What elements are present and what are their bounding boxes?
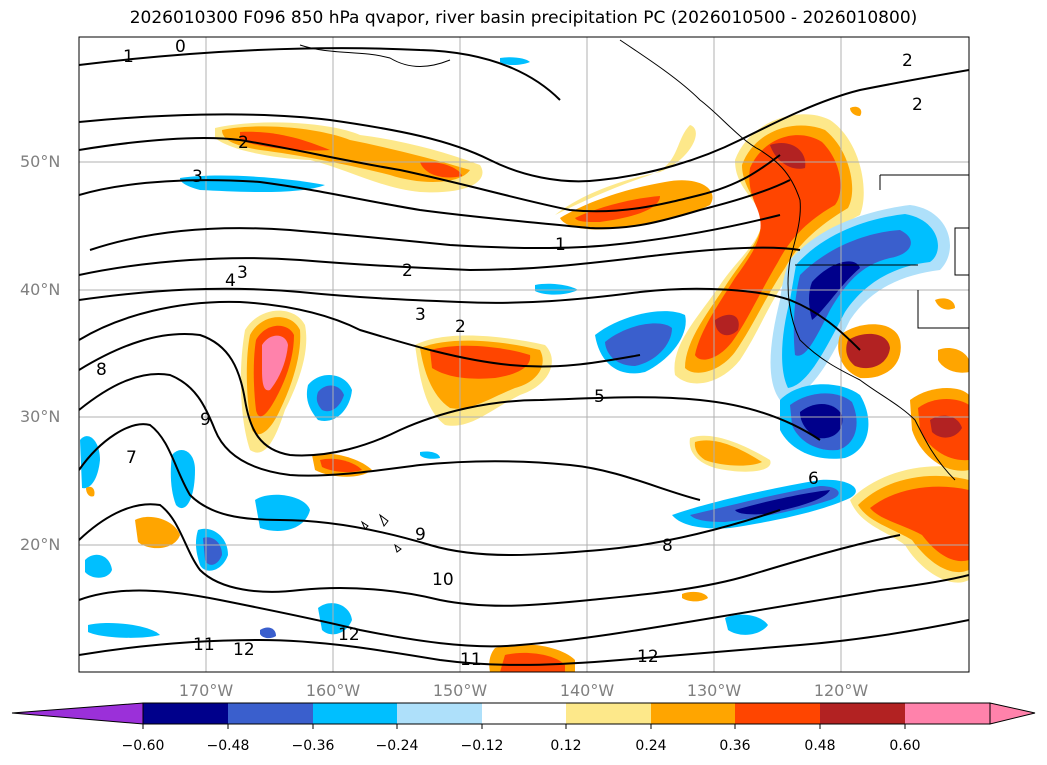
contour-label-1b: 1: [555, 235, 566, 255]
colorbar-extend-min: [11, 702, 144, 725]
colorbar-tick-label: 0.48: [804, 738, 836, 754]
colorbar-tick-label: −0.24: [375, 738, 419, 754]
lat-label-50n: 50°N: [20, 152, 61, 171]
colorbar-segment: [735, 703, 820, 724]
contour-label-8: 8: [96, 360, 107, 380]
contour-label-2d: 2: [902, 51, 913, 71]
lon-label-130w: 130°W: [686, 681, 742, 700]
contour-label-12c: 12: [637, 647, 659, 667]
contour-label-9b: 9: [200, 410, 211, 430]
contour-label-12b: 12: [338, 625, 360, 645]
colorbar-segment: [143, 703, 228, 724]
colorbar-segment: [820, 703, 905, 724]
colorbar-tick-label: 0.36: [719, 738, 751, 754]
lon-label-120w: 120°W: [813, 681, 869, 700]
contour-label-2e: 2: [912, 95, 923, 115]
lat-label-30n: 30°N: [20, 407, 61, 426]
qvapor-contours: [79, 47, 969, 666]
contour-label-3b: 3: [237, 263, 248, 283]
colorbar-segment: [397, 703, 482, 724]
contour-label-11b: 11: [460, 650, 482, 670]
contour-labels: 0 1 1 2 2 2 2 2 3 3 3 4 5 6 7 8 8 9 9 10…: [96, 37, 923, 670]
contour-label-2b: 2: [402, 261, 413, 281]
colorbar-extend-max: [989, 702, 1036, 725]
contour-label-0: 0: [175, 37, 186, 57]
colorbar-segment: [482, 703, 566, 724]
lat-label-20n: 20°N: [20, 535, 61, 554]
colorbar-tick-label: −0.60: [121, 738, 165, 754]
colorbar-segment: [905, 703, 990, 724]
contour-label-3c: 3: [415, 305, 426, 325]
page-title: 2026010300 F096 850 hPa qvapor, river ba…: [129, 8, 918, 28]
contour-label-12: 12: [233, 640, 255, 660]
contour-label-8b: 8: [662, 536, 673, 556]
contour-label-7: 7: [126, 448, 137, 468]
contour-label-10: 10: [432, 570, 454, 590]
colorbar-segment: [228, 703, 313, 724]
lon-label-140w: 140°W: [559, 681, 615, 700]
colorbar-tick-label: 0.12: [550, 738, 582, 754]
colorbar-tick-label: 0.60: [889, 738, 921, 754]
contour-label-1: 1: [123, 47, 134, 67]
lat-label-40n: 40°N: [20, 280, 61, 299]
lon-label-170w: 170°W: [178, 681, 234, 700]
contour-label-4: 4: [225, 271, 236, 291]
colorbar-tick-label: 0.24: [635, 738, 667, 754]
contour-label-2c: 2: [455, 317, 466, 337]
colorbar-tick-label: −0.36: [291, 738, 335, 754]
contour-label-2: 2: [238, 133, 249, 153]
colorbar-segment: [313, 703, 397, 724]
colorbar-tick-label: −0.48: [206, 738, 250, 754]
colorbar: [11, 702, 1036, 729]
colorbar-tick-label: −0.12: [460, 738, 504, 754]
map-gridlines: [79, 37, 969, 672]
coastlines: [299, 39, 969, 553]
lon-label-150w: 150°W: [432, 681, 488, 700]
colorbar-segment: [651, 703, 735, 724]
contour-label-3: 3: [192, 167, 203, 187]
contour-label-9: 9: [415, 525, 426, 545]
contour-label-6: 6: [808, 469, 819, 489]
map-plot-area: 0 1 1 2 2 2 2 2 3 3 3 4 5 6 7 8 8 9 9 10…: [79, 37, 969, 672]
plot-frame: [78, 36, 970, 673]
contour-label-5: 5: [594, 387, 605, 407]
lon-label-160w: 160°W: [305, 681, 361, 700]
contour-label-11: 11: [193, 635, 215, 655]
colorbar-segment: [566, 703, 651, 724]
